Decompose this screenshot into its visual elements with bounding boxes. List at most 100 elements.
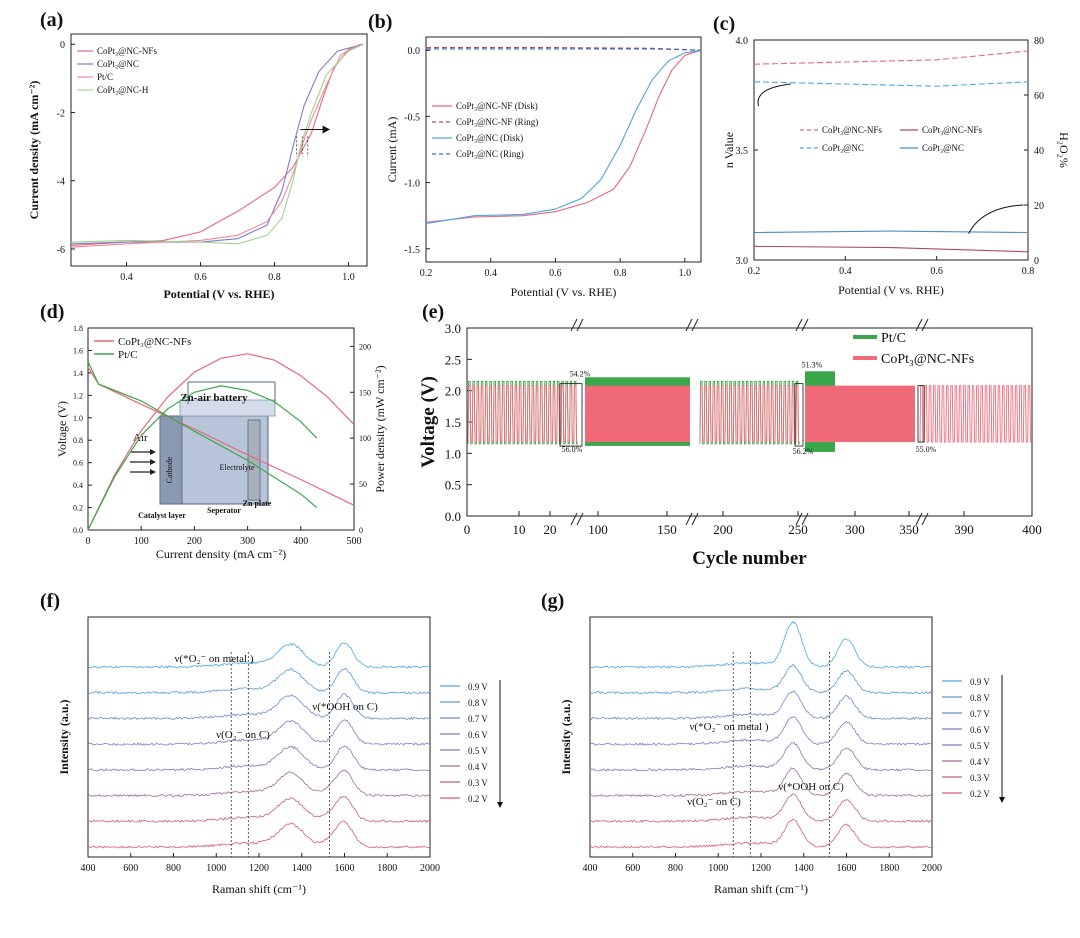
- y-tick-label: 0.8: [73, 436, 83, 445]
- x-tick-label: 1000: [206, 863, 226, 874]
- series-line: [70, 43, 364, 245]
- x-tick-label: 100: [588, 522, 608, 537]
- x-tick-label: 0: [464, 522, 471, 537]
- y-tick-label: -2: [57, 108, 65, 119]
- efficiency-label: 54.2%: [570, 369, 591, 378]
- y-right-axis-label: H₂O₂%: [1057, 132, 1071, 168]
- series-line-ptc: [467, 380, 578, 445]
- cathode-layer: [159, 415, 183, 505]
- axis-break: [795, 318, 803, 332]
- y-tick-label: 0.0: [445, 509, 461, 524]
- legend-label: CoPt₃@NC: [922, 143, 964, 153]
- legend-label: Pt/C: [118, 349, 138, 361]
- y-tick-label: 0.2: [73, 504, 83, 513]
- x-tick-label: 1200: [249, 863, 269, 874]
- band-annotation: ν(*O₂⁻ on metal ): [174, 653, 253, 665]
- y-tick-label: 1.0: [445, 446, 461, 461]
- y-tick-label: -6: [57, 245, 65, 256]
- x-tick-label: 1.0: [679, 268, 692, 279]
- y-right-tick-label: 0: [359, 526, 363, 535]
- air-arrow-head: [150, 459, 156, 465]
- plot-frame: [87, 327, 355, 531]
- efficiency-bracket: [917, 385, 925, 443]
- efficiency-bracket: [559, 383, 583, 447]
- x-tick-label: 400: [1022, 522, 1042, 537]
- x-tick-label: 500: [347, 536, 362, 547]
- x-tick-label: 0.2: [748, 266, 761, 277]
- x-tick-label: 600: [123, 863, 138, 874]
- legend-label: CoPt₃@NC-NF (Ring): [456, 117, 538, 127]
- x-tick-label: 0.4: [120, 272, 133, 283]
- inset-label-cathode: Cathode: [165, 456, 174, 483]
- y-tick-label: 2.5: [445, 352, 461, 367]
- x-axis-label: Current density (mA cm⁻²): [156, 547, 286, 561]
- series-line: [425, 49, 702, 223]
- axis-break: [691, 512, 699, 526]
- axis-break: [915, 318, 923, 332]
- dense-cycles-copt: [805, 385, 915, 443]
- legend-label: CoPt₃@NC-NFs: [881, 352, 974, 367]
- series-line: [425, 49, 702, 225]
- x-tick-label: 800: [166, 863, 181, 874]
- x-tick-label: 1200: [751, 863, 771, 874]
- x-tick-label: 1800: [377, 863, 397, 874]
- plot-frame: [70, 33, 368, 267]
- y-right-tick-label: 60: [1034, 91, 1044, 102]
- y-tick-label: 1.6: [73, 346, 83, 355]
- x-axis-label: Potential (V vs. RHE): [838, 283, 944, 297]
- x-tick-label: 1600: [335, 863, 355, 874]
- potential-arrow-head: [497, 802, 503, 808]
- y-tick-label: 0: [60, 40, 65, 51]
- raman-spectrum: [589, 767, 932, 798]
- series-line: [753, 50, 1029, 65]
- air-arrow-head: [150, 449, 156, 455]
- air-arrow-head: [150, 469, 156, 475]
- y-tick-label: 2.0: [445, 384, 461, 399]
- axis-break: [921, 318, 929, 332]
- legend-label: 0.9 V: [468, 682, 488, 692]
- band-annotation: ν(*OOH on C): [312, 701, 378, 713]
- efficiency-bracket: [794, 383, 804, 447]
- x-tick-label: 400: [583, 863, 598, 874]
- y-axis-label: n Value: [722, 132, 736, 168]
- y-tick-label: 4.0: [736, 36, 749, 47]
- x-tick-label: 0.8: [1022, 266, 1035, 277]
- legend-label: 0.6 V: [468, 730, 488, 740]
- axis-break: [801, 318, 809, 332]
- panel-label: (f): [40, 590, 60, 612]
- dense-cycles-copt: [585, 385, 690, 443]
- axis-break: [576, 318, 584, 332]
- raman-spectrum: [589, 690, 932, 721]
- x-tick-label: 1800: [879, 863, 899, 874]
- series-line: [753, 230, 1029, 234]
- axis-break: [921, 512, 929, 526]
- axis-break: [570, 512, 578, 526]
- x-tick-label: 800: [668, 863, 683, 874]
- x-tick-label: 0.4: [484, 268, 497, 279]
- raman-spectrum: [589, 664, 932, 695]
- axis-break: [691, 318, 699, 332]
- x-tick-label: 600: [625, 863, 640, 874]
- efficiency-label: 51.3%: [802, 360, 823, 369]
- legend-label: 0.9 V: [970, 677, 990, 687]
- x-axis-label: Potential (V vs. RHE): [511, 285, 617, 299]
- plot-frame: [425, 36, 702, 263]
- x-tick-label: 390: [954, 522, 974, 537]
- y-tick-label: 3.0: [736, 256, 749, 267]
- y-tick-label: 1.4: [73, 369, 83, 378]
- series-line: [87, 385, 318, 531]
- legend-label: 0.7 V: [468, 714, 488, 724]
- y-axis-label: Intensity (a.u.): [559, 699, 573, 774]
- band-annotation: ν(O₂⁻ on C): [687, 796, 741, 808]
- panel-label: (b): [368, 11, 392, 33]
- axis-break: [801, 512, 809, 526]
- series-line: [70, 43, 364, 247]
- axis-break: [915, 512, 923, 526]
- y-tick-label: 3.5: [736, 146, 749, 157]
- series-line: [70, 43, 364, 245]
- y-right-tick-label: 100: [359, 434, 371, 443]
- series-line-copt: [919, 385, 1032, 443]
- raman-spectrum: [87, 642, 430, 669]
- x-tick-label: 1000: [708, 863, 728, 874]
- axis-break: [685, 318, 693, 332]
